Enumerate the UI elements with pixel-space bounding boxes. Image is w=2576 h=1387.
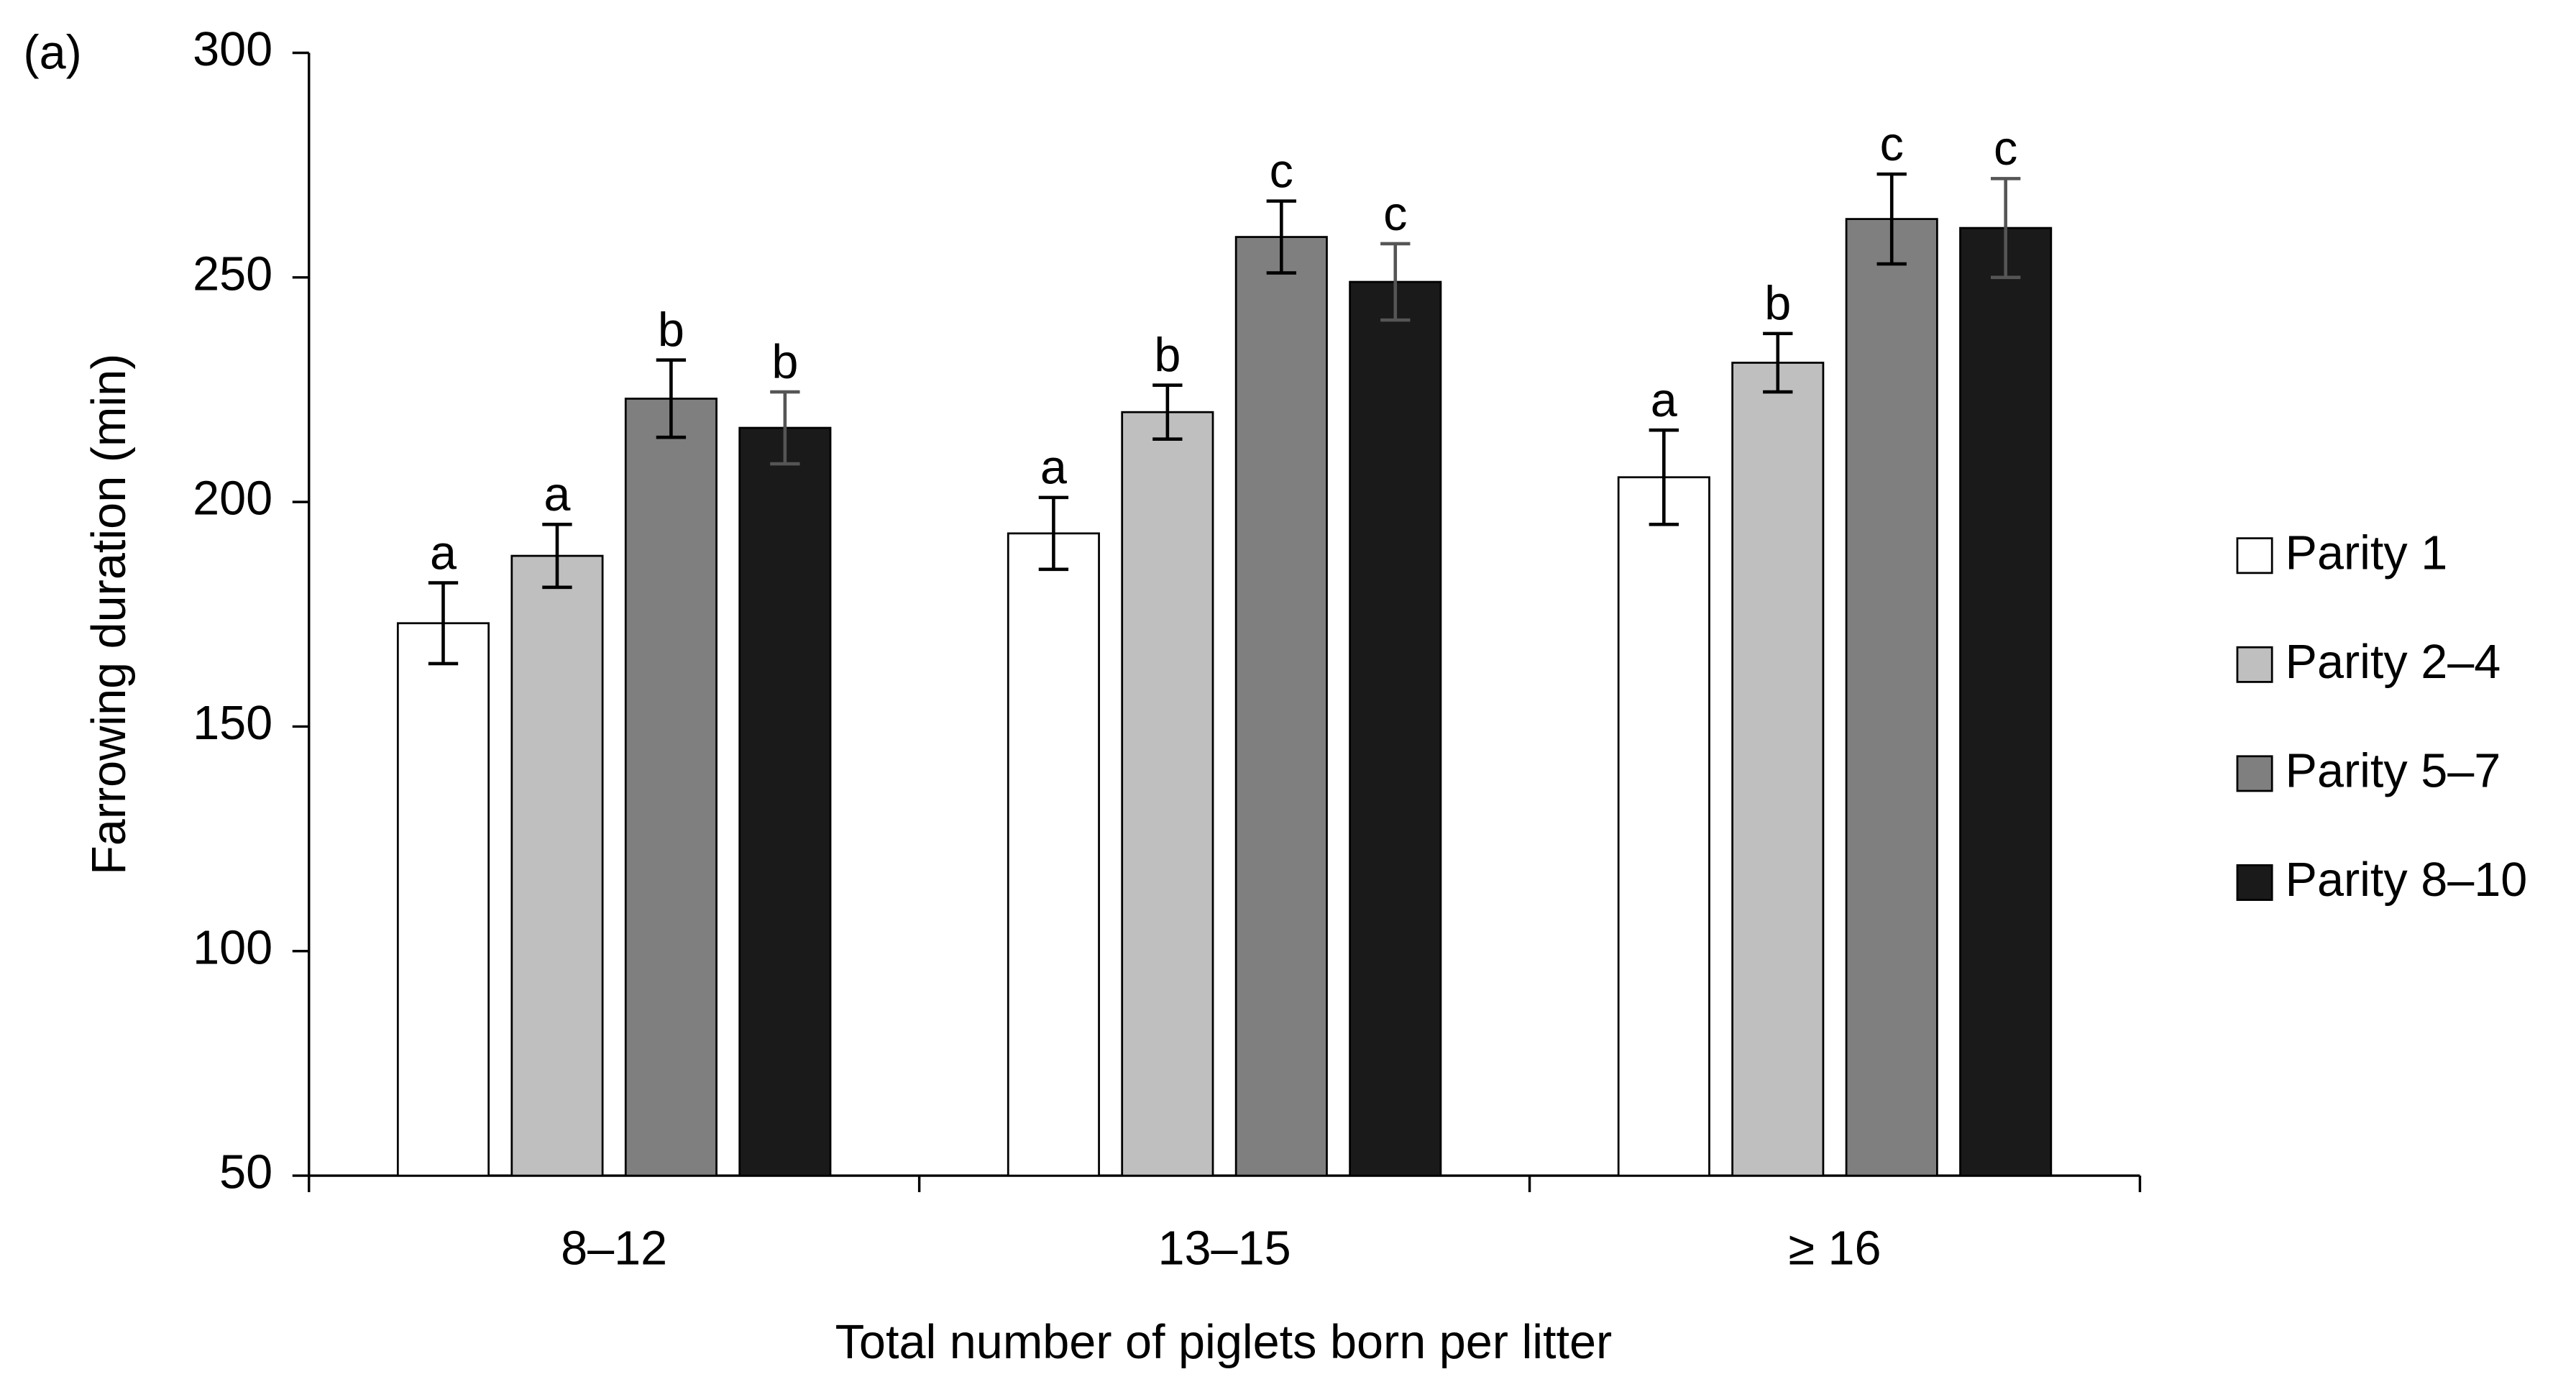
y-tick-label: 250: [193, 247, 272, 301]
legend-swatch: [2236, 755, 2273, 792]
error-bar: [1266, 199, 1296, 275]
significance-letter: c: [1880, 118, 1904, 171]
legend-label: Parity 8–10: [2286, 853, 2528, 907]
error-bar: [1649, 428, 1679, 526]
x-tick-label: 8–12: [561, 1222, 667, 1275]
bar: [1731, 362, 1825, 1177]
legend-swatch: [2236, 864, 2273, 901]
error-bar: [1763, 331, 1793, 394]
bar: [510, 554, 604, 1177]
error-bar: [1876, 172, 1907, 266]
legend-label: Parity 5–7: [2286, 745, 2501, 798]
significance-letter: b: [658, 304, 684, 357]
y-tick-label: 300: [193, 23, 272, 76]
significance-letter: a: [544, 468, 571, 521]
bar: [1121, 411, 1214, 1177]
error-bar: [1380, 242, 1411, 322]
bar: [1234, 236, 1328, 1177]
error-bar: [542, 523, 572, 590]
significance-letter: c: [1383, 188, 1407, 241]
error-bar: [770, 390, 800, 466]
y-tick-label: 50: [219, 1146, 272, 1199]
y-tick-label: 150: [193, 697, 272, 750]
significance-letter: b: [1764, 278, 1791, 331]
significance-letter: a: [1651, 374, 1678, 427]
error-bar: [1038, 495, 1069, 572]
bar: [1007, 532, 1100, 1177]
y-tick-label: 200: [193, 472, 272, 526]
bar: [1617, 476, 1710, 1177]
y-tick-label: 100: [193, 921, 272, 974]
error-bar: [1991, 177, 2021, 280]
y-axis-label: Farrowing duration (min): [83, 354, 136, 875]
legend-swatch: [2236, 646, 2273, 683]
bar: [624, 398, 718, 1177]
significance-letter: c: [1994, 122, 2017, 175]
error-bar: [1152, 383, 1183, 441]
bar: [738, 426, 832, 1177]
bar: [1845, 218, 1938, 1177]
x-tick-label: ≥ 16: [1788, 1222, 1881, 1275]
significance-letter: c: [1270, 145, 1293, 198]
significance-letter: b: [771, 336, 798, 389]
significance-letter: a: [1040, 441, 1068, 495]
x-axis-label: Total number of piglets born per litter: [835, 1316, 1613, 1369]
error-bar: [656, 358, 687, 439]
bar: [1959, 226, 2053, 1177]
bar: [396, 622, 490, 1177]
bar: [1349, 280, 1442, 1177]
panel-label: (a): [23, 27, 81, 80]
error-bar: [428, 581, 459, 666]
legend-swatch: [2236, 537, 2273, 575]
significance-letter: a: [430, 526, 457, 580]
legend-label: Parity 2–4: [2286, 636, 2501, 689]
legend-label: Parity 1: [2286, 526, 2448, 580]
significance-letter: b: [1154, 329, 1181, 383]
x-tick-label: 13–15: [1158, 1222, 1291, 1275]
